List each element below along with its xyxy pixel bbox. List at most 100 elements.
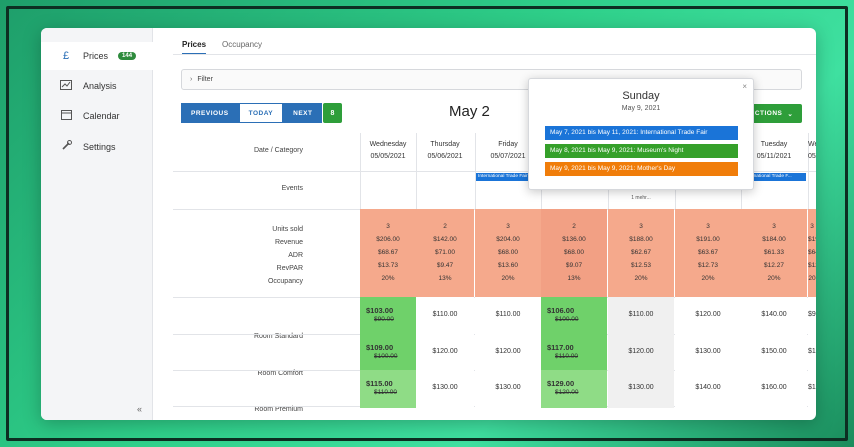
stats-cell: 3 $194.5 $64.8 $12.9 20	[808, 209, 816, 297]
previous-button[interactable]: PREVIOUS	[181, 103, 239, 123]
stat-label: Units sold	[272, 226, 303, 233]
stat-value: $194.5	[808, 236, 816, 243]
stat-value: 3	[706, 223, 710, 230]
day-header[interactable]: Thursday 05/06/2021	[416, 139, 474, 163]
sidebar-item-analysis[interactable]: Analysis	[41, 72, 153, 100]
price-value: $120.00	[432, 348, 458, 355]
sidebar-item-label: Prices	[83, 51, 109, 61]
price-cell[interactable]: $130.00	[475, 370, 541, 408]
stat-value: $12.53	[631, 262, 651, 269]
price-cell[interactable]: $140.00	[675, 370, 741, 408]
price-cell[interactable]: $115.00 $110.00	[360, 370, 416, 408]
sidebar-item-label: Settings	[83, 142, 116, 152]
chevron-down-icon: ⌄	[787, 110, 794, 118]
event-tag[interactable]: International Trade Fair	[476, 173, 540, 181]
price-cell[interactable]: $103.00 $90.00	[360, 297, 416, 334]
price-cell[interactable]: $117.00 $110.00	[541, 334, 607, 370]
price-cell[interactable]: $110.00	[475, 297, 541, 334]
price-cell[interactable]: $130.00	[416, 370, 474, 408]
wrench-icon	[57, 140, 75, 154]
stat-value: $184.00	[762, 236, 786, 243]
stats-cell: 2 $136.00 $68.00 $9.07 13%	[541, 209, 607, 297]
count-button[interactable]: 8	[323, 103, 342, 123]
popup-event[interactable]: May 7, 2021 bis May 11, 2021: Internatio…	[545, 126, 738, 140]
price-cell[interactable]: $120	[808, 334, 816, 370]
original-price: $110.00	[374, 389, 398, 396]
stat-value: $204.00	[496, 236, 520, 243]
day-name: Tuesday	[760, 141, 788, 148]
popup-event[interactable]: May 9, 2021 bis May 9, 2021: Mother's Da…	[545, 162, 738, 176]
tab-prices[interactable]: Prices	[182, 40, 207, 55]
day-name: Wednesday	[369, 141, 407, 148]
day-header[interactable]: Wednes 05/12/	[808, 139, 816, 163]
price-value: $150.00	[761, 348, 787, 355]
price-cell[interactable]: $130.00	[608, 370, 674, 408]
next-button[interactable]: NEXT	[283, 103, 323, 123]
stat-value: $68.00	[564, 249, 584, 256]
price-cell[interactable]: $130.00	[675, 334, 741, 370]
price-value: $117.00	[547, 343, 574, 352]
price-cell[interactable]: $110.00	[416, 297, 474, 334]
price-cell[interactable]: $150.00	[741, 334, 807, 370]
day-events-popup: × Sunday May 9, 2021 May 7, 2021 bis May…	[528, 78, 754, 190]
day-header[interactable]: Wednesday 05/05/2021	[360, 139, 416, 163]
tab-occupancy[interactable]: Occupancy	[222, 40, 263, 49]
price-value: $110.00	[628, 311, 654, 318]
day-header[interactable]: Tuesday 05/11/2021	[741, 139, 807, 163]
event-tag[interactable]: International Trade F...	[742, 173, 806, 181]
stat-value: 20%	[381, 275, 395, 282]
price-cell[interactable]: $120.00	[475, 334, 541, 370]
stat-value: 3	[386, 223, 390, 230]
original-price: $100.00	[555, 316, 579, 323]
stat-value: 3	[772, 223, 776, 230]
month-title: May 2	[449, 103, 490, 120]
stat-value: 13%	[567, 275, 581, 282]
price-cell[interactable]: $130	[808, 370, 816, 408]
close-icon[interactable]: ×	[742, 82, 747, 91]
date-navigation: PREVIOUS TODAY NEXT	[181, 103, 323, 123]
stat-value: $63.67	[698, 249, 718, 256]
price-value: $90.0	[808, 311, 816, 318]
stat-label: ADR	[288, 252, 303, 259]
price-cell[interactable]: $106.00 $100.00	[541, 297, 607, 334]
price-value: $129.00	[547, 379, 575, 388]
price-value: $120.00	[695, 311, 721, 318]
popup-title: Sunday	[622, 90, 660, 102]
today-button[interactable]: TODAY	[238, 103, 284, 123]
sidebar-item-settings[interactable]: Settings	[41, 133, 153, 161]
original-price: $100.00	[374, 353, 398, 360]
stat-value: $13.73	[378, 262, 398, 269]
stat-value: 20%	[701, 275, 715, 282]
price-cell[interactable]: $120.00	[416, 334, 474, 370]
chevron-right-icon: ›	[190, 76, 193, 83]
stat-value: $191.00	[696, 236, 720, 243]
actions-button[interactable]: ACTIONS ⌄	[741, 104, 802, 123]
sidebar-item-prices[interactable]: £ Prices 144	[41, 42, 153, 70]
price-value: $110.00	[432, 311, 458, 318]
price-cell[interactable]: $140.00	[741, 297, 807, 334]
price-value: $140.00	[695, 384, 721, 391]
price-cell[interactable]: $90.0	[808, 297, 816, 334]
prices-count-badge: 144	[118, 52, 137, 60]
stat-value: $61.33	[764, 249, 784, 256]
collapse-sidebar-button[interactable]: «	[137, 404, 143, 414]
day-header[interactable]: Friday 05/07/2021	[475, 139, 541, 163]
price-value: $120.00	[628, 348, 654, 355]
stat-value: 13%	[438, 275, 452, 282]
price-value: $115.00	[366, 379, 393, 388]
price-cell[interactable]: $160.00	[741, 370, 807, 408]
price-cell[interactable]: $110.00	[608, 297, 674, 334]
price-value: $130.00	[432, 384, 458, 391]
price-cell[interactable]: $120.00	[608, 334, 674, 370]
more-events-link[interactable]: 1 mehr...	[631, 195, 651, 201]
popup-event[interactable]: May 8, 2021 bis May 9, 2021: Museum's Ni…	[545, 144, 738, 158]
price-cell[interactable]: $109.00 $100.00	[360, 334, 416, 370]
day-date: 05/06/2021	[427, 153, 463, 160]
price-value: $109.00	[366, 343, 394, 352]
stat-label: Occupancy	[267, 278, 303, 285]
price-cell[interactable]: $120.00	[675, 297, 741, 334]
sidebar-item-calendar[interactable]: Calendar	[41, 102, 153, 130]
price-cell[interactable]: $129.00 $120.00	[541, 370, 607, 408]
sidebar-item-label: Analysis	[83, 81, 117, 91]
stat-value: $9.47	[436, 262, 454, 269]
